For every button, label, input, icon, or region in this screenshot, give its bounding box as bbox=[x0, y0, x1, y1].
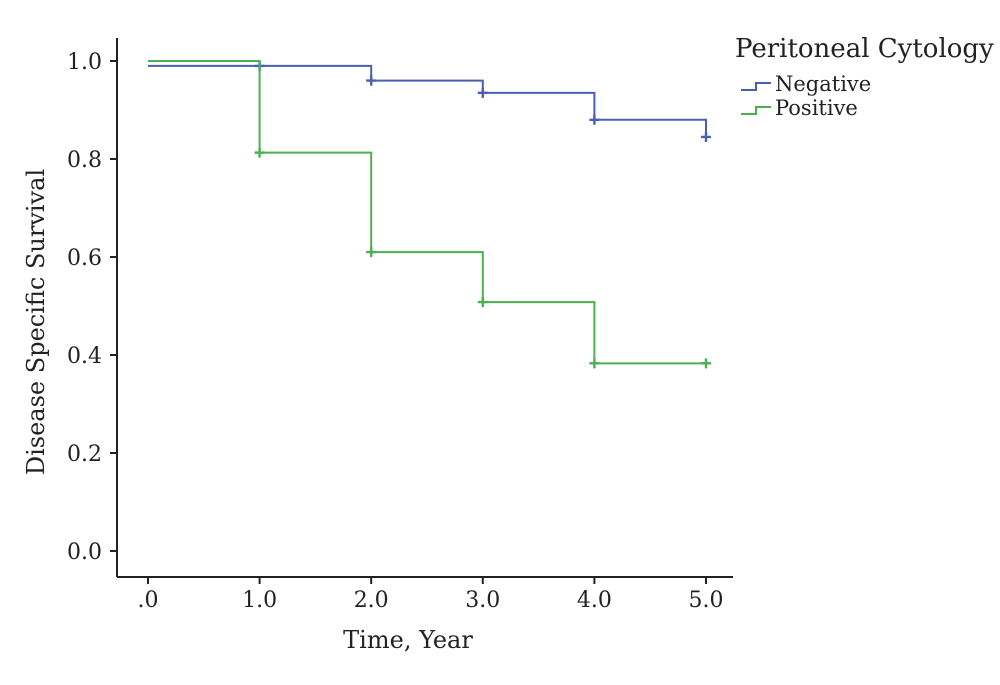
y-tick-label: 0.8 bbox=[67, 148, 102, 173]
series-line-positive bbox=[148, 60, 706, 365]
censor-mark-negative bbox=[701, 131, 711, 142]
x-tick-label: .0 bbox=[138, 588, 159, 613]
legend-label-negative: Negative bbox=[775, 72, 871, 96]
legend-swatch-positive bbox=[741, 106, 771, 115]
censor-mark-positive bbox=[254, 147, 265, 158]
censor-mark-negative bbox=[477, 87, 488, 98]
y-tick-label: 0.4 bbox=[67, 344, 102, 369]
y-tick-label: 0.6 bbox=[67, 246, 102, 271]
legend-swatch-negative bbox=[741, 82, 771, 91]
x-tick-label: 4.0 bbox=[577, 588, 612, 613]
censor-mark-negative bbox=[366, 75, 377, 86]
y-tick-label: 1.0 bbox=[67, 50, 102, 75]
x-ticks: .0 1.0 2.0 3.0 4.0 5.0 bbox=[138, 577, 724, 613]
y-axis-label: Disease Specific Survival bbox=[22, 169, 50, 475]
legend-title: Peritoneal Cytology bbox=[735, 34, 994, 64]
x-tick-label: 1.0 bbox=[242, 588, 277, 613]
x-tick-label: 2.0 bbox=[354, 588, 389, 613]
legend-label-positive: Positive bbox=[775, 96, 858, 120]
censor-mark-positive bbox=[477, 297, 488, 308]
censor-mark-negative bbox=[589, 114, 600, 125]
censor-mark-positive bbox=[589, 358, 600, 369]
y-tick-label: 0.0 bbox=[67, 540, 102, 565]
x-tick-label: 3.0 bbox=[465, 588, 500, 613]
series-line-negative bbox=[148, 64, 707, 137]
x-tick-label: 5.0 bbox=[689, 588, 724, 613]
axes bbox=[116, 38, 733, 578]
censor-mark-positive bbox=[701, 358, 711, 369]
censor-mark-positive bbox=[366, 247, 377, 258]
y-ticks: 0.0 0.2 0.4 0.6 0.8 1.0 bbox=[67, 50, 117, 565]
x-axis-label: Time, Year bbox=[343, 626, 473, 654]
y-tick-label: 0.2 bbox=[67, 442, 102, 467]
plot-area bbox=[148, 60, 711, 369]
